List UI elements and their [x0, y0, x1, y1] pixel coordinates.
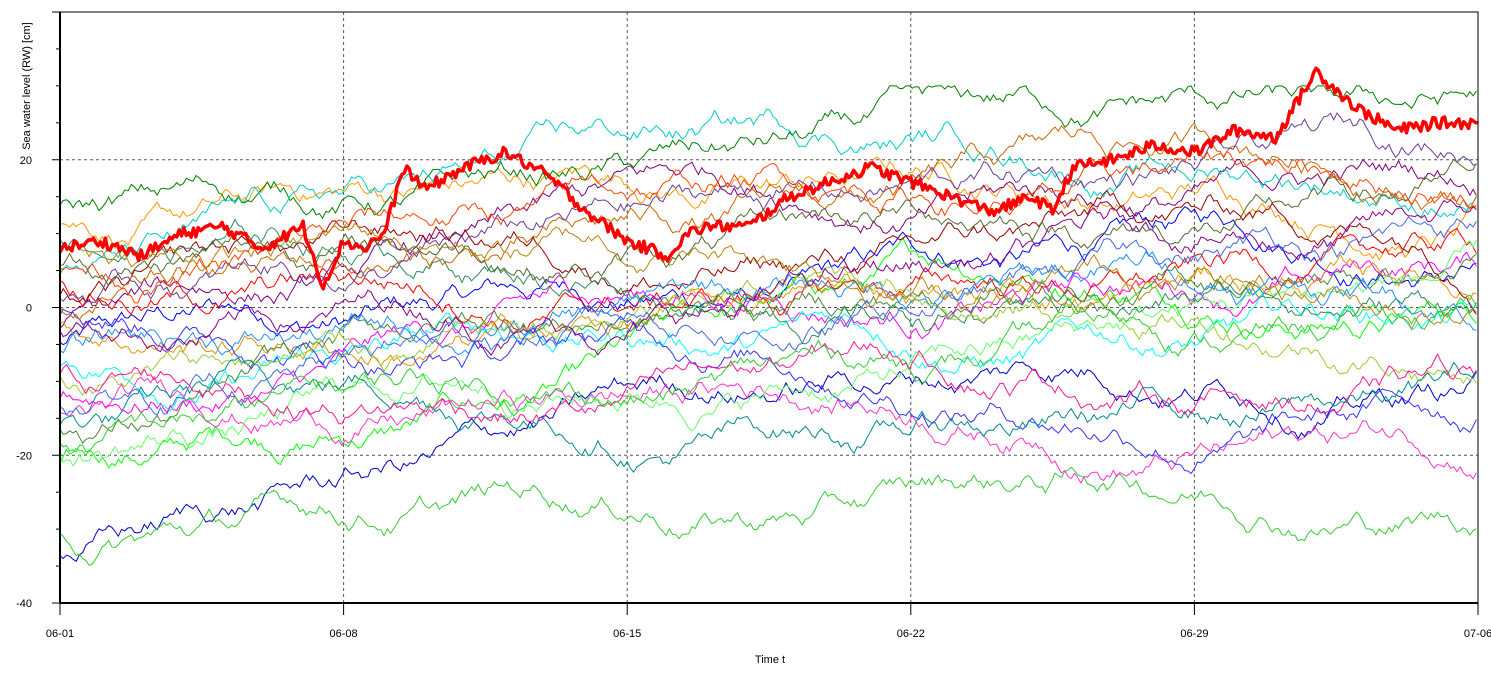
- background-series-line: [59, 156, 1477, 261]
- background-series-line: [59, 340, 1477, 425]
- background-series-line: [59, 253, 1477, 368]
- y-tick-label: -40: [16, 598, 32, 610]
- background-series-line: [59, 356, 1477, 473]
- background-series-line: [59, 108, 1477, 276]
- background-series-line: [59, 158, 1477, 329]
- x-axis-title: Time t: [755, 654, 785, 666]
- background-series-line: [59, 361, 1477, 563]
- background-series-line: [59, 222, 1477, 331]
- y-tick-label: -20: [16, 450, 32, 462]
- x-tick-label: 07-06: [1464, 628, 1491, 640]
- axes: [52, 11, 1479, 615]
- background-series-line: [59, 308, 1477, 475]
- background-series-line: [59, 218, 1477, 345]
- background-series-line: [59, 158, 1477, 286]
- background-series-line: [59, 466, 1477, 567]
- background-series-line: [59, 144, 1477, 304]
- background-series-line: [59, 112, 1477, 303]
- y-tick-labels: -40 -20 0 20: [16, 155, 32, 610]
- background-series-line: [59, 294, 1477, 453]
- y-tick-label: 20: [20, 155, 32, 167]
- background-series-line: [59, 216, 1477, 416]
- background-series-group: [59, 85, 1477, 567]
- background-series-line: [59, 206, 1477, 346]
- highlighted-series-group: [58, 66, 1479, 291]
- x-tick-label: 06-29: [1180, 628, 1208, 640]
- background-series-line: [59, 199, 1477, 356]
- background-series-line: [59, 375, 1477, 485]
- background-series-line: [59, 292, 1477, 412]
- background-series-line: [59, 239, 1477, 467]
- x-tick-label: 06-01: [46, 628, 74, 640]
- background-series-line: [59, 122, 1477, 321]
- x-tick-label: 06-08: [330, 628, 358, 640]
- y-tick-label: 0: [26, 303, 32, 315]
- background-series-line: [59, 253, 1477, 444]
- y-axis-title: Sea water level (RW) [cm]: [21, 22, 33, 150]
- highlighted-series-line: [58, 66, 1479, 291]
- background-series-line: [59, 189, 1477, 315]
- x-tick-label: 06-15: [613, 628, 641, 640]
- x-tick-label: 06-22: [897, 628, 925, 640]
- background-series-line: [59, 85, 1477, 220]
- x-tick-labels: 06-01 06-08 06-15 06-22 06-29 07-06: [46, 628, 1491, 640]
- background-series-line: [59, 250, 1477, 356]
- background-series-line: [59, 236, 1477, 469]
